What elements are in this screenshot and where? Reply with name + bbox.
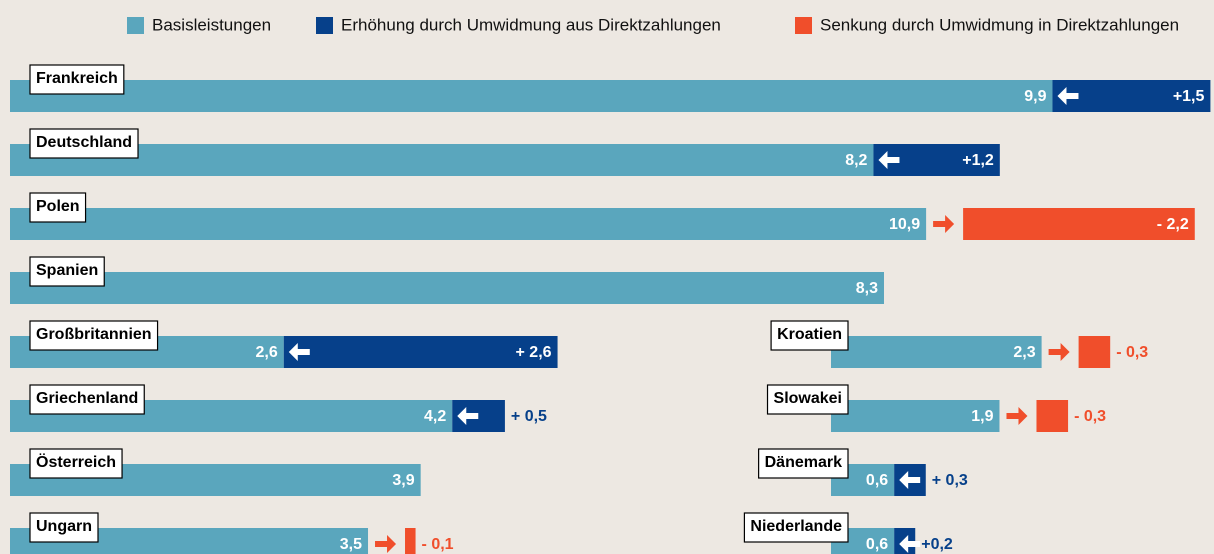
category-box xyxy=(29,320,159,351)
category-label: Polen xyxy=(36,198,80,215)
value-label: - 0,3 xyxy=(1116,344,1148,361)
value-label: 1,9 xyxy=(971,408,993,425)
category-label: Slowakei xyxy=(774,390,842,407)
legend-swatch xyxy=(127,17,144,34)
value-label: 8,2 xyxy=(845,152,867,169)
value-label: - 0,1 xyxy=(422,536,454,553)
category-box xyxy=(766,384,849,415)
bar-base xyxy=(10,144,874,176)
category-label: Ungarn xyxy=(36,518,92,535)
arrow xyxy=(457,407,479,425)
category-box xyxy=(29,256,105,287)
bar-base xyxy=(10,208,927,240)
category-box xyxy=(770,320,849,351)
value-label: +1,2 xyxy=(962,152,994,169)
value-label: 2,3 xyxy=(1013,344,1035,361)
bar-decrease xyxy=(1036,400,1069,432)
category-label: Frankreich xyxy=(36,70,118,87)
value-label: 9,9 xyxy=(1024,88,1046,105)
value-label: 3,5 xyxy=(340,536,362,553)
legend-swatch xyxy=(316,17,333,34)
value-label: 0,6 xyxy=(866,536,888,553)
legend-label: Basisleistungen xyxy=(152,15,271,34)
category-label: Griechenland xyxy=(36,390,138,407)
bar-increase xyxy=(1052,80,1211,112)
category-label: Niederlande xyxy=(750,518,842,535)
bar-base xyxy=(831,336,1042,368)
category-label: Österreich xyxy=(36,452,116,471)
bar-decrease xyxy=(405,528,416,554)
legend-label: Senkung durch Umwidmung in Direktzahlung… xyxy=(820,15,1179,34)
arrow xyxy=(375,535,397,553)
category-box xyxy=(758,448,849,479)
category-box xyxy=(29,64,125,95)
arrow xyxy=(288,343,310,361)
value-label: + 2,6 xyxy=(516,344,552,361)
arrow xyxy=(1006,407,1028,425)
value-label: +1,5 xyxy=(1173,88,1205,105)
arrow xyxy=(899,471,921,489)
value-label: 8,3 xyxy=(856,280,878,297)
category-box xyxy=(29,128,139,159)
category-label: Dänemark xyxy=(765,454,842,471)
value-label: 10,9 xyxy=(889,216,920,233)
legend-label: Erhöhung durch Umwidmung aus Direktzahlu… xyxy=(341,15,721,34)
bar-base xyxy=(10,272,884,304)
category-box xyxy=(29,512,99,543)
category-box xyxy=(29,192,87,223)
arrow xyxy=(1057,87,1079,105)
value-label: 2,6 xyxy=(256,344,278,361)
value-label: + 0,3 xyxy=(932,472,968,489)
value-label: 4,2 xyxy=(424,408,446,425)
bar-base xyxy=(10,80,1053,112)
value-label: 0,6 xyxy=(866,472,888,489)
arrow xyxy=(899,535,921,553)
category-box xyxy=(29,448,123,479)
value-label: - 0,3 xyxy=(1074,408,1106,425)
category-label: Kroatien xyxy=(777,326,842,343)
bar-increase xyxy=(283,336,558,368)
arrow xyxy=(933,215,955,233)
category-label: Großbritannien xyxy=(36,326,152,343)
value-label: +0,2 xyxy=(921,536,953,553)
value-label: - 2,2 xyxy=(1157,216,1189,233)
bar-decrease xyxy=(963,208,1195,240)
category-label: Deutschland xyxy=(36,134,132,151)
category-label: Spanien xyxy=(36,262,98,279)
bar-decrease xyxy=(1078,336,1111,368)
value-label: 3,9 xyxy=(392,472,414,489)
arrow xyxy=(878,151,900,169)
bar-base xyxy=(831,400,1000,432)
value-label: + 0,5 xyxy=(511,408,547,425)
legend-swatch xyxy=(795,17,812,34)
category-box xyxy=(743,512,849,543)
arrow xyxy=(1048,343,1070,361)
category-box xyxy=(29,384,145,415)
